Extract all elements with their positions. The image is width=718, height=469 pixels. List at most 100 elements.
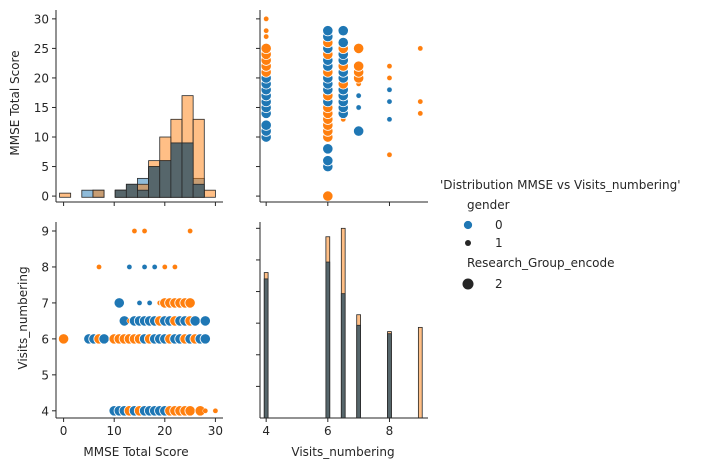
mmse-hist-ytick-label: 5: [41, 160, 49, 174]
visits-mmse-point: [353, 60, 365, 72]
mmse-hist-ytick-label: 15: [34, 101, 49, 115]
visits-mmse-point: [417, 110, 424, 117]
mmse-visits-ytick-label: 6: [41, 332, 49, 346]
mmse-visits-point: [126, 264, 133, 270]
bottom-right-xlabel: Visits_numbering: [291, 445, 394, 459]
mmse-visits-point: [184, 297, 196, 309]
mmse-visits-point: [199, 333, 211, 345]
legend-size-2-label: 2: [495, 277, 503, 291]
mmse-visits-point: [146, 300, 153, 306]
mmse-hist-ytick-label: 10: [34, 131, 49, 145]
visits-hist-bar-overlap: [325, 261, 331, 419]
mmse-hist-bar-overlap: [125, 183, 138, 198]
legend-title: 'Distribution MMSE vs Visits_numbering': [440, 178, 681, 192]
mmse-visits-point: [113, 297, 125, 309]
mmse-hist-bar-overlap: [159, 160, 172, 198]
visits-histogram-panel: 4 6 8: [256, 222, 428, 438]
mmse-visits-point: [199, 315, 211, 327]
mmse-visits-ytick-label: 7: [41, 296, 49, 310]
visits-mmse-point: [355, 104, 362, 111]
visits-mmse-point: [322, 143, 334, 155]
legend-hue-0-marker: [463, 220, 473, 230]
mmse-hist-ytick-label: 30: [34, 12, 49, 26]
visits-mmse-point: [386, 75, 393, 81]
visits-mmse-point: [386, 63, 393, 69]
legend-hue-title: gender: [467, 198, 510, 212]
mmse-visits-point: [141, 228, 148, 234]
visits-hist-xtick-label: 4: [262, 424, 270, 438]
mmse-visits-point: [202, 408, 209, 414]
visits-mmse-point: [417, 45, 424, 52]
mmse-hist-bar-orange: [59, 192, 72, 198]
mmse-visits-xtick-label: 0: [60, 424, 68, 438]
visits-mmse-point: [260, 42, 272, 55]
mmse-visits-ytick-label: 5: [41, 368, 49, 382]
mmse-visits-point: [151, 264, 158, 270]
legend: 'Distribution MMSE vs Visits_numbering' …: [440, 178, 681, 291]
visits-hist-xtick-label: 6: [324, 424, 332, 438]
mmse-visits-point: [141, 264, 148, 270]
visits-mmse-point: [337, 25, 349, 37]
visits-hist-bar-overlap: [340, 293, 346, 419]
legend-hue-1-marker: [465, 240, 471, 246]
mmse-hist-ytick-label: 25: [34, 42, 49, 56]
mmse-visits-ytick-label: 8: [41, 260, 49, 274]
mmse-hist-bar-overlap: [137, 189, 150, 198]
visits-mmse-point: [322, 25, 334, 37]
visits-mmse-point: [417, 98, 424, 105]
legend-hue-0-label: 0: [495, 218, 503, 232]
mmse-hist-bar-overlap: [181, 142, 194, 198]
mmse-visits-xtick-label: 20: [157, 424, 172, 438]
mmse-visits-xtick-label: 30: [208, 424, 223, 438]
mmse-histogram-panel: 0 5 10 15 20 25 30: [34, 10, 223, 206]
mmse-visits-point: [187, 228, 193, 234]
mmse-visits-point: [98, 333, 110, 345]
mmse-visits-point: [131, 228, 138, 234]
mmse-hist-bar-blue: [81, 189, 94, 198]
mmse-hist-bar-overlap: [170, 142, 183, 198]
visits-mmse-point: [263, 16, 269, 22]
visits-mmse-point: [353, 42, 365, 55]
visits-mmse-point: [386, 98, 393, 105]
mmse-visits-ytick-label: 4: [41, 404, 49, 418]
mmse-vs-visits-scatter-panel: 0 10 20 30 4 5 6 7 8 9: [41, 222, 223, 438]
visits-mmse-point: [337, 36, 349, 49]
mmse-hist-ytick-label: 0: [41, 190, 49, 204]
mmse-visits-point: [136, 300, 143, 306]
bottom-left-ylabel: Visits_numbering: [16, 266, 30, 369]
visits-mmse-point: [386, 151, 393, 158]
visits-mmse-point: [386, 116, 393, 123]
mmse-visits-point: [184, 405, 196, 417]
visits-hist-xtick-label: 8: [386, 424, 394, 438]
visits-mmse-point: [322, 190, 334, 202]
mmse-visits-point: [57, 333, 70, 345]
visits-hist-bar-overlap: [263, 278, 269, 419]
visits-mmse-point: [263, 33, 269, 40]
mmse-hist-bar-overlap: [192, 183, 205, 198]
visits-mmse-point: [353, 125, 365, 137]
mmse-visits-point: [189, 315, 201, 327]
visits-mmse-point: [260, 119, 272, 131]
visits-hist-bar-overlap: [387, 333, 392, 419]
mmse-visits-point: [172, 264, 178, 270]
visits-mmse-point: [355, 92, 362, 99]
mmse-visits-ytick-label: 9: [41, 224, 49, 238]
bottom-left-xlabel: MMSE Total Score: [83, 445, 188, 459]
mmse-hist-bar-orange: [92, 189, 105, 198]
mmse-hist-bar-orange: [203, 189, 216, 198]
legend-size-title: Research_Group_encode: [467, 256, 615, 270]
mmse-visits-point: [96, 264, 102, 270]
visits-mmse-point: [263, 27, 269, 34]
mmse-hist-bar-overlap: [148, 166, 161, 198]
mmse-visits-point: [212, 408, 219, 414]
top-left-ylabel: MMSE Total Score: [8, 50, 22, 155]
visits-hist-bar-overlap: [356, 324, 361, 419]
visits-mmse-point: [322, 155, 334, 167]
legend-size-2-marker: [462, 278, 474, 290]
mmse-hist-bar-overlap: [114, 189, 127, 198]
visits-vs-mmse-scatter-panel: [256, 10, 428, 206]
mmse-hist-ytick-label: 20: [34, 71, 49, 85]
visits-mmse-point: [386, 86, 393, 93]
visits-hist-bar-orange: [417, 326, 423, 419]
